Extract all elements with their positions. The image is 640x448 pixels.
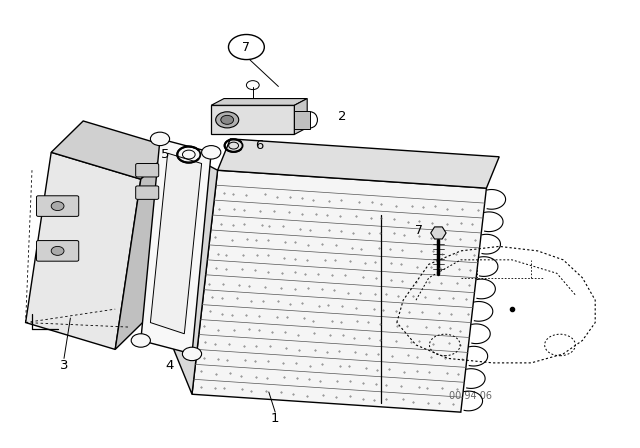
Bar (211, 105, 294, 134)
Text: 1: 1 (271, 412, 280, 426)
Polygon shape (51, 121, 173, 179)
Polygon shape (26, 152, 141, 349)
Polygon shape (218, 139, 499, 188)
Polygon shape (211, 99, 307, 105)
Circle shape (216, 112, 239, 128)
Circle shape (202, 146, 221, 159)
Text: 2: 2 (338, 110, 347, 123)
Circle shape (131, 334, 150, 347)
Text: 7: 7 (243, 40, 250, 54)
Text: 4: 4 (165, 358, 174, 372)
FancyBboxPatch shape (36, 241, 79, 261)
Circle shape (221, 115, 234, 125)
Circle shape (150, 132, 170, 146)
Text: 5: 5 (161, 148, 170, 161)
Circle shape (182, 347, 202, 361)
Text: 6: 6 (255, 139, 264, 152)
Polygon shape (294, 99, 307, 134)
Text: 00 94 06: 00 94 06 (449, 392, 492, 401)
Circle shape (51, 202, 64, 211)
Bar (294, 111, 310, 129)
Text: 3: 3 (60, 358, 68, 372)
FancyBboxPatch shape (36, 196, 79, 216)
Circle shape (51, 246, 64, 255)
FancyBboxPatch shape (136, 186, 159, 199)
Polygon shape (192, 170, 486, 412)
Polygon shape (431, 227, 446, 239)
Polygon shape (150, 153, 202, 334)
Polygon shape (115, 148, 173, 349)
Polygon shape (141, 139, 211, 354)
FancyBboxPatch shape (136, 164, 159, 177)
Polygon shape (141, 143, 218, 394)
Text: 7: 7 (415, 224, 423, 237)
